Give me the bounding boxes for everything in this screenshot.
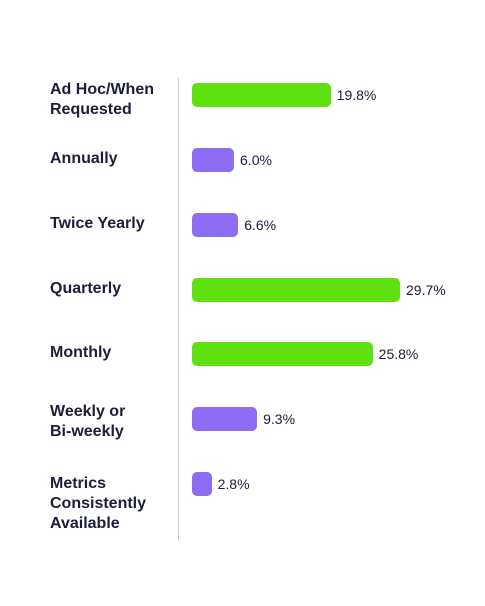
category-label: Annually (50, 150, 118, 167)
bar (192, 213, 239, 237)
data-label: 9.3% (263, 411, 296, 427)
category-label: Weekly or Bi-weekly (50, 403, 126, 440)
category-label: Monthly (50, 344, 112, 361)
data-label: 19.8% (336, 87, 377, 103)
data-label: 6.0% (240, 152, 272, 168)
category-label: Metrics Consistently Available (50, 475, 147, 532)
category-axis-line (178, 78, 179, 541)
data-label: 29.7% (406, 282, 446, 298)
data-label: 25.8% (378, 346, 419, 362)
bar (192, 342, 373, 366)
category-label: Quarterly (50, 280, 122, 297)
data-label: 2.8% (217, 476, 250, 492)
bar (192, 83, 331, 107)
bar (192, 407, 258, 431)
category-label: Ad Hoc/When Requested (50, 81, 154, 118)
category-label: Twice Yearly (50, 215, 145, 232)
bar (192, 278, 400, 302)
bar (192, 472, 212, 496)
bar (192, 148, 235, 172)
data-label: 6.6% (244, 217, 277, 233)
